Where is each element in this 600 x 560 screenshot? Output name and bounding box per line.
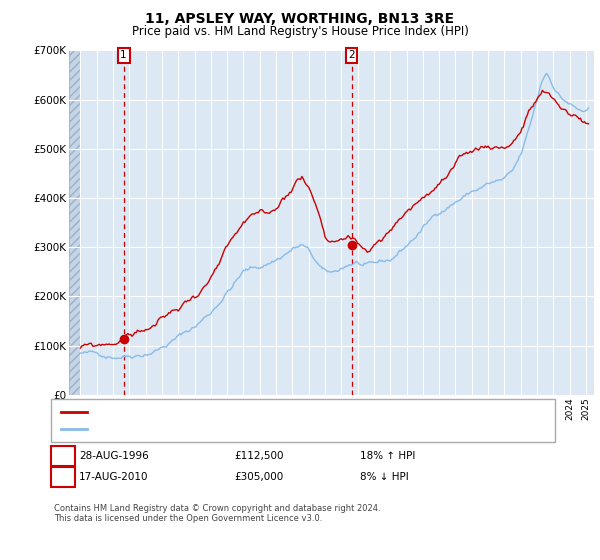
Text: 2: 2 xyxy=(348,50,355,60)
Text: 2: 2 xyxy=(59,472,67,482)
Text: 28-AUG-1996: 28-AUG-1996 xyxy=(79,451,149,461)
Text: Contains HM Land Registry data © Crown copyright and database right 2024.
This d: Contains HM Land Registry data © Crown c… xyxy=(54,504,380,524)
Text: £305,000: £305,000 xyxy=(234,472,283,482)
Text: 11, APSLEY WAY, WORTHING, BN13 3RE: 11, APSLEY WAY, WORTHING, BN13 3RE xyxy=(145,12,455,26)
Bar xyxy=(69,50,80,395)
Text: £112,500: £112,500 xyxy=(234,451,284,461)
Text: 17-AUG-2010: 17-AUG-2010 xyxy=(79,472,149,482)
Text: HPI: Average price, detached house, Worthing: HPI: Average price, detached house, Wort… xyxy=(91,424,321,434)
Bar xyxy=(69,50,80,395)
Text: Price paid vs. HM Land Registry's House Price Index (HPI): Price paid vs. HM Land Registry's House … xyxy=(131,25,469,38)
Text: 11, APSLEY WAY, WORTHING, BN13 3RE (detached house): 11, APSLEY WAY, WORTHING, BN13 3RE (deta… xyxy=(91,407,380,417)
Text: 18% ↑ HPI: 18% ↑ HPI xyxy=(360,451,415,461)
Text: 8% ↓ HPI: 8% ↓ HPI xyxy=(360,472,409,482)
Text: 1: 1 xyxy=(121,50,127,60)
Text: 1: 1 xyxy=(59,451,67,461)
